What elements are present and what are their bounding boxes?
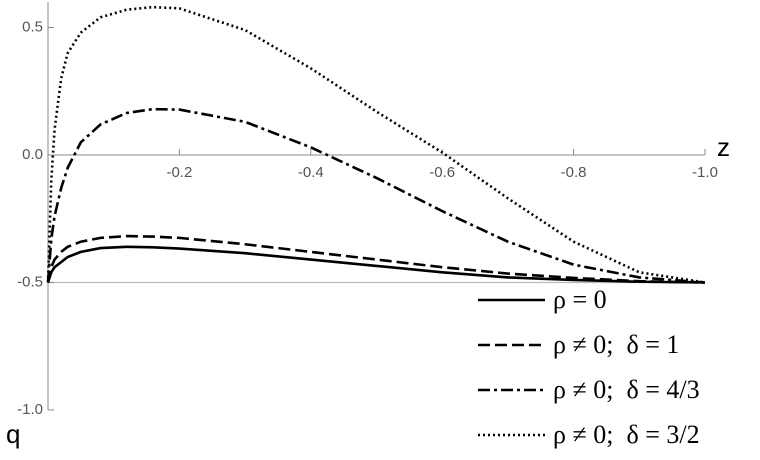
y-tick-label: 0.5 (22, 18, 43, 35)
series-line (46, 245, 706, 284)
y-tick-label: -0.5 (17, 273, 43, 290)
legend-label: ρ = 0 (553, 285, 607, 314)
x-tick-label: -0.6 (429, 164, 455, 181)
x-tick-label: -0.8 (561, 164, 587, 181)
x-tick-label: -1.0 (692, 164, 718, 181)
legend-label: ρ ≠ 0; δ = 4/3 (553, 375, 700, 404)
legend-label: ρ ≠ 0; δ = 1 (553, 330, 679, 359)
x-axis-label: z (717, 132, 730, 162)
y-tick-label: 0.0 (22, 146, 43, 163)
legend-label: ρ ≠ 0; δ = 3/2 (553, 420, 700, 449)
series-line (46, 5, 706, 284)
y-tick-label: -1.0 (17, 401, 43, 418)
x-tick-label: -0.4 (298, 164, 324, 181)
series-line (46, 234, 706, 284)
series-line (46, 107, 706, 284)
y-axis-label: q (6, 419, 20, 449)
x-tick-label: -0.2 (166, 164, 192, 181)
